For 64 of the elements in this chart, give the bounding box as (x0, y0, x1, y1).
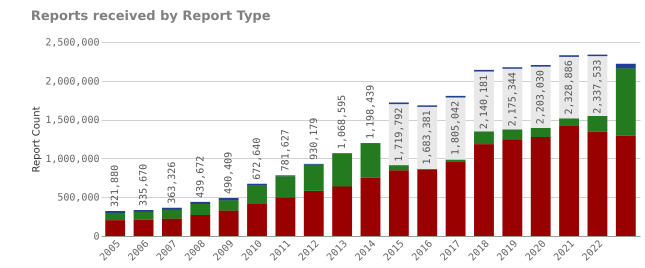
bar (360, 178, 380, 236)
y-tick-label: 0 (93, 232, 100, 242)
bar (162, 218, 182, 236)
y-tick-label: 2,500,000 (45, 38, 100, 48)
total-label: 1,805,042 (450, 100, 462, 156)
total-label: 1,198,439 (366, 84, 376, 139)
bar (332, 186, 352, 236)
y-tick-label: 1,000,000 (45, 154, 100, 165)
bar (134, 211, 154, 220)
bar (588, 116, 608, 132)
bar (275, 197, 296, 236)
total-label: 363,326 (166, 162, 178, 204)
bar (588, 132, 608, 236)
total-label: 2,203,030 (536, 70, 547, 124)
bar (502, 129, 522, 140)
bar (190, 204, 210, 216)
bar (502, 139, 522, 236)
bar (190, 215, 210, 236)
bar (474, 131, 494, 144)
y-tick-label: 2,000,000 (45, 76, 100, 88)
bar (559, 126, 580, 236)
bar (304, 164, 324, 191)
total-label: 672,640 (252, 138, 264, 180)
y-axis-title: Report Count (31, 106, 42, 173)
total-label: 2,175,344 (507, 72, 518, 126)
bar (530, 136, 551, 236)
bar (105, 213, 126, 220)
total-label: 1,683,381 (422, 110, 434, 165)
total-label: 781,627 (280, 129, 292, 172)
total-label: 1,719,792 (394, 108, 405, 162)
total-label: 1,068,595 (337, 94, 348, 150)
bar (218, 198, 239, 200)
bar (134, 220, 154, 236)
bar (417, 169, 438, 236)
bar (446, 162, 466, 236)
bar (388, 165, 409, 170)
bar (616, 136, 636, 236)
bar (275, 176, 296, 198)
total-label: 321,880 (110, 164, 122, 208)
total-label: 2,328,886 (564, 60, 576, 114)
bar (247, 204, 267, 236)
bar (559, 118, 580, 126)
bar (105, 220, 126, 236)
bar (360, 143, 380, 178)
bar (332, 154, 352, 186)
total-label: 439,672 (195, 156, 206, 198)
bar (616, 64, 636, 68)
total-label: 2,337,533 (592, 60, 604, 114)
total-label: 930,179 (308, 118, 320, 160)
y-tick-label: 1,500,000 (45, 115, 100, 126)
bar (162, 209, 182, 219)
bar (530, 128, 551, 137)
bar (218, 210, 239, 236)
bar (388, 170, 409, 236)
bar (247, 185, 267, 204)
bar (218, 200, 239, 211)
y-tick-label: 500,000 (57, 192, 100, 204)
total-label: 490,409 (224, 152, 235, 194)
bar (616, 68, 636, 136)
total-label: 335,670 (138, 164, 150, 206)
total-label: 2,140,181 (478, 74, 490, 130)
bar (474, 144, 494, 236)
chart-title: Reports received by Report Type (30, 9, 271, 24)
bar (304, 190, 324, 236)
